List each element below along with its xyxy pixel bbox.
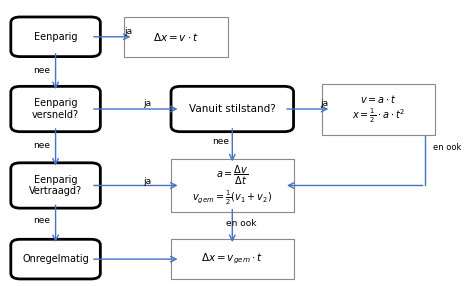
FancyBboxPatch shape xyxy=(171,86,293,132)
FancyBboxPatch shape xyxy=(11,239,100,279)
FancyBboxPatch shape xyxy=(171,239,293,279)
Text: ja: ja xyxy=(125,27,133,36)
Text: nee: nee xyxy=(33,66,50,75)
Text: $v = a \cdot t$
$x = \frac{1}{2} \cdot a \cdot t^2$: $v = a \cdot t$ $x = \frac{1}{2} \cdot a… xyxy=(352,93,405,125)
Text: en ook: en ook xyxy=(227,219,257,228)
Text: $\Delta x = v_{gem} \cdot t$: $\Delta x = v_{gem} \cdot t$ xyxy=(201,252,264,266)
FancyBboxPatch shape xyxy=(171,158,293,212)
Text: nee: nee xyxy=(33,217,50,225)
Text: en ook: en ook xyxy=(433,143,461,152)
Text: $\Delta x = v \cdot t$: $\Delta x = v \cdot t$ xyxy=(153,31,199,43)
Text: Eenparig
Vertraagd?: Eenparig Vertraagd? xyxy=(29,175,82,196)
Text: $a = \dfrac{\Delta v}{\Delta t}$
$v_{gem} = \frac{1}{2}(v_1 + v_2)$: $a = \dfrac{\Delta v}{\Delta t}$ $v_{gem… xyxy=(192,164,273,207)
Text: Eenparig: Eenparig xyxy=(34,32,77,42)
FancyBboxPatch shape xyxy=(11,17,100,57)
FancyBboxPatch shape xyxy=(11,163,100,208)
Text: Eenparig
versneld?: Eenparig versneld? xyxy=(32,98,79,120)
Text: nee: nee xyxy=(212,137,229,146)
Text: ja: ja xyxy=(144,177,152,186)
Text: nee: nee xyxy=(33,141,50,150)
FancyBboxPatch shape xyxy=(124,17,228,57)
Text: Vanuit stilstand?: Vanuit stilstand? xyxy=(189,104,276,114)
Text: ja: ja xyxy=(320,99,328,108)
FancyBboxPatch shape xyxy=(11,86,100,132)
Text: Onregelmatig: Onregelmatig xyxy=(22,254,89,264)
Text: ja: ja xyxy=(144,99,152,108)
FancyBboxPatch shape xyxy=(322,84,435,134)
